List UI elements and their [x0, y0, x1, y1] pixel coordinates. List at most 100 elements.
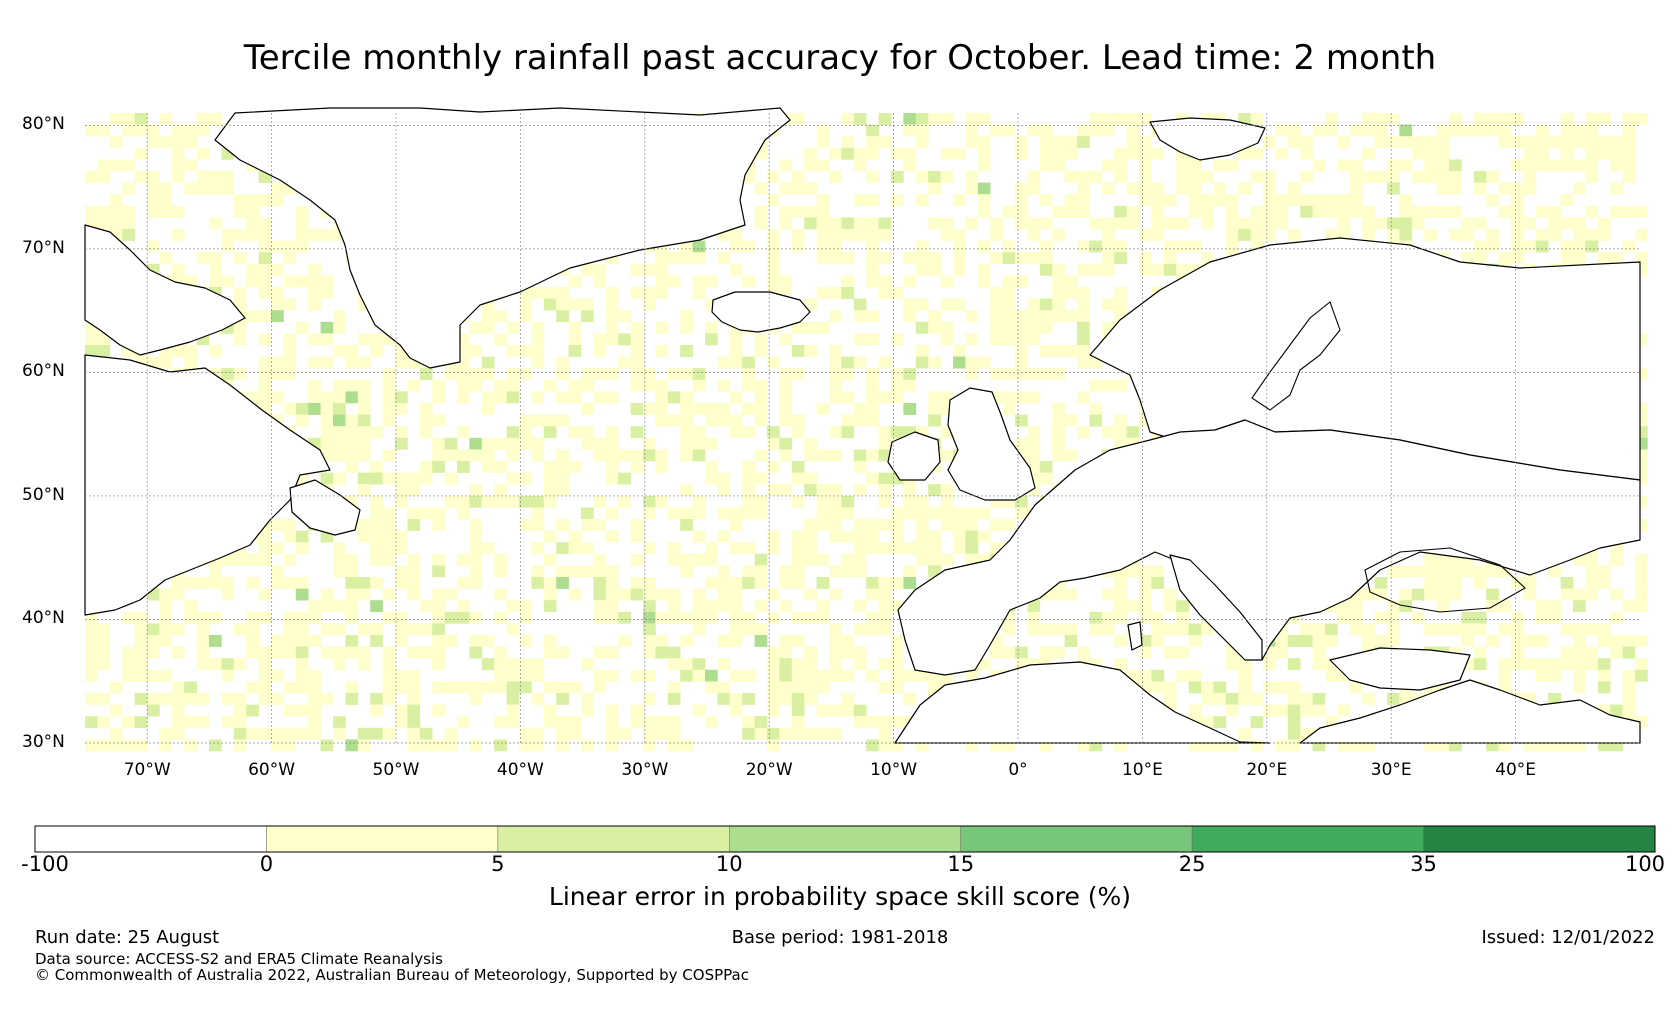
skill-cell	[1560, 577, 1574, 589]
skill-cell	[1225, 229, 1239, 241]
skill-cell	[481, 437, 495, 450]
skill-cell	[233, 333, 247, 346]
skill-cell	[891, 472, 904, 485]
skill-cell	[519, 658, 532, 671]
skill-cell	[717, 507, 731, 520]
skill-cell	[1622, 171, 1636, 183]
skill-cell	[1560, 136, 1574, 149]
skill-cell	[85, 321, 98, 334]
skill-cell	[308, 379, 321, 392]
skill-cell	[1461, 217, 1475, 230]
skill-cell	[1486, 588, 1499, 601]
skill-cell	[767, 275, 780, 288]
skill-cell	[1610, 553, 1623, 566]
skill-cell	[283, 345, 297, 357]
skill-cell	[841, 669, 855, 682]
skill-cell	[1151, 194, 1165, 207]
skill-cell	[370, 542, 383, 555]
skill-cell	[1077, 321, 1090, 334]
skill-cell	[1585, 240, 1599, 253]
skill-cell	[246, 263, 259, 276]
skill-cell	[804, 542, 817, 555]
skill-cell	[271, 391, 284, 404]
skill-cell	[1052, 147, 1065, 160]
skill-cell	[581, 379, 594, 392]
skill-cell	[395, 484, 408, 497]
skill-cell	[866, 669, 879, 682]
skill-cell	[568, 391, 582, 404]
skill-cell	[866, 333, 879, 346]
colorbar-segment	[497, 825, 730, 853]
skill-cell	[1424, 588, 1437, 601]
skill-cell	[680, 658, 693, 671]
skill-cell	[134, 739, 148, 752]
skill-cell	[1225, 205, 1239, 218]
skill-cell	[965, 182, 979, 195]
skill-cell	[804, 553, 817, 566]
skill-cell	[866, 171, 879, 183]
skill-cell	[382, 414, 396, 427]
skill-cell	[357, 623, 371, 636]
skill-cell	[729, 623, 743, 636]
skill-cell	[246, 310, 259, 323]
skill-cell	[1225, 693, 1239, 705]
skill-cell	[543, 484, 557, 497]
skill-cell	[1560, 147, 1574, 160]
skill-cell	[233, 194, 247, 207]
skill-cell	[1535, 147, 1549, 160]
skill-cell	[1027, 600, 1041, 613]
skill-cell	[1635, 565, 1648, 578]
skill-cell	[506, 495, 520, 508]
skill-cell	[767, 171, 780, 183]
skill-cell	[977, 275, 991, 288]
run-date: Run date: 25 August	[35, 927, 220, 948]
skill-cell	[1213, 681, 1227, 694]
skill-cell	[717, 577, 731, 589]
skill-cell	[940, 484, 954, 497]
skill-cell	[705, 472, 718, 485]
skill-cell	[147, 124, 160, 137]
skill-cell	[1015, 391, 1028, 404]
skill-cell	[1622, 646, 1636, 659]
skill-cell	[1498, 669, 1512, 682]
skill-cell	[779, 669, 793, 682]
skill-cell	[1151, 669, 1165, 682]
skill-cell	[85, 333, 98, 346]
skill-cell	[1263, 182, 1276, 195]
skill-cell	[1139, 611, 1152, 624]
skill-cell	[122, 739, 135, 752]
skill-cell	[990, 321, 1003, 334]
skill-cell	[593, 565, 607, 578]
skill-cell	[1362, 124, 1375, 137]
skill-cell	[494, 739, 507, 752]
skill-cell	[1238, 681, 1251, 694]
skill-cell	[680, 739, 693, 752]
skill-cell	[1399, 136, 1413, 149]
skill-cell	[308, 693, 321, 705]
skill-cell	[432, 565, 445, 578]
skill-cell	[258, 727, 272, 740]
skill-cell	[1635, 600, 1648, 613]
skill-cell	[953, 298, 966, 311]
skill-cell	[1077, 171, 1090, 183]
skill-cell	[1399, 229, 1413, 241]
skill-cell	[593, 611, 607, 624]
skill-cell	[1077, 205, 1090, 218]
skill-cell	[469, 484, 483, 497]
skill-cell	[283, 519, 297, 531]
skill-cell	[841, 507, 855, 520]
skill-cell	[543, 461, 557, 473]
skill-cell	[1151, 635, 1165, 647]
skill-cell	[891, 658, 904, 671]
skill-cell	[1089, 217, 1103, 230]
skill-cell	[1002, 739, 1016, 752]
skill-cell	[915, 495, 929, 508]
skill-cell	[97, 646, 111, 659]
skill-cell	[481, 368, 495, 381]
skill-cell	[680, 403, 693, 415]
skill-cell	[1436, 681, 1450, 694]
skill-cell	[1523, 217, 1537, 230]
skill-cell	[382, 368, 396, 381]
skill-cell	[283, 553, 297, 566]
